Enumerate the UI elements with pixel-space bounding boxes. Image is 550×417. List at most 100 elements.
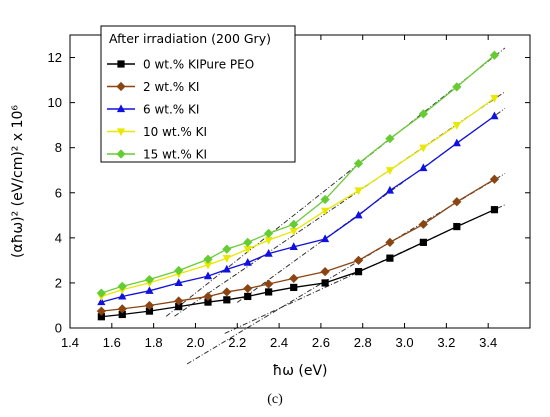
data-point bbox=[289, 227, 298, 236]
data-point bbox=[145, 307, 154, 315]
data-point bbox=[321, 279, 329, 287]
data-point bbox=[244, 292, 252, 301]
data-point bbox=[489, 174, 500, 184]
data-point bbox=[385, 185, 395, 194]
x-tick-label: 1.8 bbox=[145, 335, 163, 350]
y-tick-label: 8 bbox=[55, 140, 62, 155]
y-tick-label: 2 bbox=[55, 275, 62, 290]
data-point bbox=[145, 286, 154, 294]
data-point bbox=[203, 254, 213, 264]
data-point bbox=[385, 237, 395, 247]
y-axis-label: (αħω)² (eV/cm)² x 10⁶ bbox=[10, 105, 26, 258]
data-point bbox=[174, 296, 184, 306]
data-point bbox=[144, 300, 155, 311]
data-point bbox=[353, 255, 364, 265]
legend-item-label: 2 wt.% KI bbox=[143, 80, 199, 94]
data-point bbox=[354, 187, 363, 196]
data-point bbox=[116, 128, 126, 137]
legend-item-label: 6 wt.% KI bbox=[143, 103, 199, 117]
data-point bbox=[243, 237, 253, 247]
x-tick-label: 2.6 bbox=[312, 335, 330, 350]
data-point bbox=[117, 60, 125, 68]
x-tick-label: 3.0 bbox=[396, 335, 414, 350]
data-point bbox=[354, 210, 363, 219]
data-point bbox=[490, 206, 499, 214]
data-point bbox=[320, 267, 330, 277]
data-point bbox=[116, 149, 126, 159]
data-point bbox=[490, 111, 499, 120]
data-point bbox=[116, 81, 126, 92]
legend-box bbox=[100, 25, 296, 163]
y-tick-label: 12 bbox=[48, 50, 62, 65]
data-point bbox=[490, 95, 499, 103]
data-point bbox=[97, 313, 105, 321]
data-point bbox=[222, 287, 232, 297]
y-tick-label: 0 bbox=[55, 321, 62, 336]
data-point bbox=[222, 264, 231, 273]
data-point bbox=[223, 296, 231, 304]
data-point bbox=[419, 238, 427, 246]
legend: After irradiation (200 Gry) 0 wt.% KIPur… bbox=[100, 25, 296, 163]
fit-line bbox=[186, 173, 506, 365]
data-point bbox=[289, 219, 299, 229]
y-axis-ticks: 0 2 4 6 8 10 12 bbox=[48, 50, 530, 336]
x-axis-ticks: 1.4 1.6 1.8 2.0 2.2 2.4 2.6 2.8 3.0 3.2 3.4 bbox=[61, 35, 497, 350]
data-point bbox=[386, 254, 394, 262]
y-tick-label: 6 bbox=[55, 185, 62, 200]
data-series bbox=[96, 50, 500, 321]
data-point bbox=[354, 268, 363, 276]
x-tick-label: 3.2 bbox=[437, 335, 455, 350]
data-point bbox=[453, 222, 461, 231]
x-tick-label: 2.0 bbox=[186, 335, 204, 350]
data-point bbox=[203, 271, 213, 280]
data-point bbox=[174, 265, 184, 276]
data-point bbox=[118, 310, 126, 319]
data-point bbox=[222, 255, 231, 263]
figure-caption: (c) bbox=[267, 392, 283, 407]
legend-title: After irradiation (200 Gry) bbox=[109, 31, 271, 46]
x-axis-label: ħω (eV) bbox=[272, 363, 327, 379]
x-tick-label: 1.6 bbox=[103, 335, 121, 350]
data-point bbox=[203, 291, 213, 302]
data-point bbox=[452, 138, 461, 147]
x-tick-label: 3.4 bbox=[479, 335, 497, 350]
data-point bbox=[320, 194, 330, 205]
data-point bbox=[118, 291, 127, 300]
data-point bbox=[385, 134, 395, 144]
data-point bbox=[265, 288, 273, 296]
data-point bbox=[419, 144, 428, 153]
data-point bbox=[222, 244, 232, 254]
data-point bbox=[320, 207, 330, 216]
x-tick-label: 2.2 bbox=[228, 335, 246, 350]
data-point bbox=[385, 167, 395, 175]
x-tick-label: 2.8 bbox=[354, 335, 372, 350]
data-point bbox=[264, 279, 274, 289]
data-point bbox=[203, 261, 213, 270]
data-point bbox=[489, 50, 500, 60]
legend-item-label: 10 wt.% KI bbox=[143, 125, 207, 139]
data-point bbox=[117, 304, 127, 314]
legend-item-label: 15 wt.% KI bbox=[143, 148, 207, 162]
data-point bbox=[418, 109, 428, 119]
data-point bbox=[175, 302, 183, 311]
plot-frame bbox=[69, 34, 531, 329]
x-tick-label: 1.4 bbox=[61, 335, 79, 350]
data-point bbox=[243, 246, 252, 254]
data-point bbox=[353, 158, 364, 169]
x-tick-label: 2.4 bbox=[270, 335, 288, 350]
data-point bbox=[243, 283, 253, 294]
data-point bbox=[97, 297, 106, 306]
data-point bbox=[96, 306, 106, 316]
data-point bbox=[419, 163, 428, 172]
data-point bbox=[290, 283, 298, 292]
data-point bbox=[452, 122, 461, 130]
fit-line bbox=[165, 47, 506, 317]
y-tick-label: 4 bbox=[55, 230, 62, 245]
data-point bbox=[320, 234, 330, 243]
data-point bbox=[243, 258, 252, 266]
series-line bbox=[101, 209, 495, 318]
data-point bbox=[96, 288, 106, 298]
data-point bbox=[116, 104, 126, 113]
data-point bbox=[289, 242, 298, 250]
